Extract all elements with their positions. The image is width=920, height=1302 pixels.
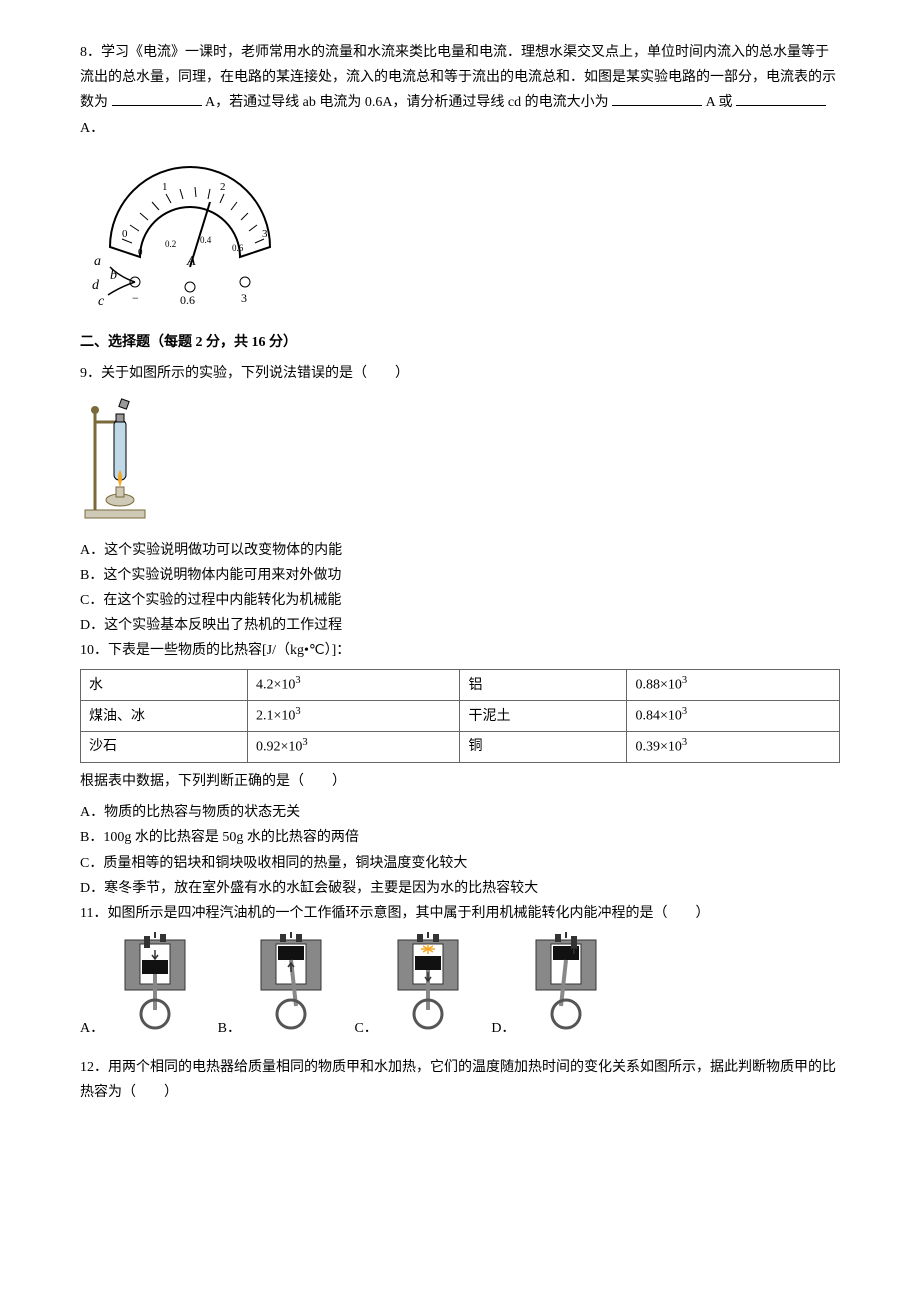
section-2-title: 二、选择题（每题 2 分，共 16 分） bbox=[80, 330, 840, 355]
table-cell: 4.2×103 bbox=[247, 670, 460, 701]
table-cell: 0.92×103 bbox=[247, 732, 460, 763]
q8-text-c: A 或 bbox=[706, 95, 733, 110]
q8-stem: 8．学习《电流》一课时，老师常用水的流量和水流来类比电量和电流．理想水渠交叉点上… bbox=[80, 40, 840, 141]
q10-stem2: 根据表中数据，下列判断正确的是（ ） bbox=[80, 769, 840, 794]
q8-text-d: A． bbox=[80, 121, 104, 136]
svg-text:3: 3 bbox=[262, 228, 268, 240]
q9-opt-b[interactable]: B．这个实验说明物体内能可用来对外做功 bbox=[80, 563, 840, 588]
table-cell: 铝 bbox=[460, 670, 627, 701]
q9-stem: 9．关于如图所示的实验，下列说法错误的是（ ） bbox=[80, 361, 840, 386]
engine-icon-b bbox=[246, 932, 336, 1032]
table-cell: 干泥土 bbox=[460, 701, 627, 732]
q9-opt-d[interactable]: D．这个实验基本反映出了热机的工作过程 bbox=[80, 613, 840, 638]
q10-opt-d[interactable]: D．寒冬季节，放在室外盛有水的水缸会破裂，主要是因为水的比热容较大 bbox=[80, 876, 840, 901]
svg-text:A: A bbox=[186, 254, 196, 269]
engine-icon-d bbox=[521, 932, 611, 1032]
svg-text:1: 1 bbox=[162, 181, 168, 193]
svg-text:0: 0 bbox=[122, 228, 128, 240]
q10-stem: 10．下表是一些物质的比热容[J/（kg•℃）]： bbox=[80, 638, 840, 663]
q10-options: A．物质的比热容与物质的状态无关 B．100g 水的比热容是 50g 水的比热容… bbox=[80, 800, 840, 901]
q8-blank-3[interactable] bbox=[736, 91, 826, 106]
q9-opt-a[interactable]: A．这个实验说明做功可以改变物体的内能 bbox=[80, 538, 840, 563]
table-cell: 0.84×103 bbox=[627, 701, 840, 732]
q9-options: A．这个实验说明做功可以改变物体的内能 B．这个实验说明物体内能可用来对外做功 … bbox=[80, 538, 840, 639]
q10-table: 水4.2×103铝0.88×103 煤油、冰2.1×103干泥土0.84×103 沙… bbox=[80, 669, 840, 763]
q11-options: A． B． C． bbox=[80, 932, 840, 1041]
table-cell: 煤油、冰 bbox=[81, 701, 248, 732]
ammeter-icon: 0 1 2 3 0 0.2 0.4 0.6 A − 0.6 3 a b d c bbox=[92, 167, 270, 307]
q8-blank-2[interactable] bbox=[612, 91, 702, 106]
table-cell: 0.88×103 bbox=[627, 670, 840, 701]
table-cell: 0.39×103 bbox=[627, 732, 840, 763]
q9-figure bbox=[80, 392, 840, 531]
ammeter-figure: 0 1 2 3 0 0.2 0.4 0.6 A − 0.6 3 a b d c bbox=[80, 147, 840, 316]
svg-text:d: d bbox=[92, 278, 100, 293]
q12-stem: 12．用两个相同的电热器给质量相同的物质甲和水加热，它们的温度随加热时间的变化关… bbox=[80, 1055, 840, 1105]
q8-text-b: A，若通过导线 ab 电流为 0.6A，请分析通过导线 cd 的电流大小为 bbox=[205, 95, 609, 110]
q8-blank-1[interactable] bbox=[112, 91, 202, 106]
svg-text:a: a bbox=[94, 254, 101, 269]
q11-stem: 11．如图所示是四冲程汽油机的一个工作循环示意图，其中属于利用机械能转化内能冲程… bbox=[80, 901, 840, 926]
svg-text:0: 0 bbox=[138, 247, 143, 257]
q11-opt-a[interactable]: A． bbox=[80, 932, 200, 1041]
q10-opt-b[interactable]: B．100g 水的比热容是 50g 水的比热容的两倍 bbox=[80, 825, 840, 850]
table-cell: 2.1×103 bbox=[247, 701, 460, 732]
table-cell: 水 bbox=[81, 670, 248, 701]
table-cell: 铜 bbox=[460, 732, 627, 763]
q10-opt-a[interactable]: A．物质的比热容与物质的状态无关 bbox=[80, 800, 840, 825]
svg-text:0.4: 0.4 bbox=[200, 235, 212, 245]
q11-opt-c[interactable]: C． bbox=[354, 932, 473, 1041]
q11-opt-b[interactable]: B． bbox=[218, 932, 337, 1041]
svg-text:0.6: 0.6 bbox=[232, 243, 244, 253]
svg-text:0.2: 0.2 bbox=[165, 239, 176, 249]
q9-opt-c[interactable]: C．在这个实验的过程中内能转化为机械能 bbox=[80, 588, 840, 613]
svg-text:0.6: 0.6 bbox=[180, 293, 195, 307]
svg-text:3: 3 bbox=[241, 291, 247, 305]
svg-text:−: − bbox=[132, 291, 139, 305]
engine-icon-c bbox=[383, 932, 473, 1032]
table-cell: 沙石 bbox=[81, 732, 248, 763]
q11-opt-d[interactable]: D． bbox=[491, 932, 611, 1041]
svg-text:c: c bbox=[98, 294, 105, 307]
q10-opt-c[interactable]: C．质量相等的铝块和铜块吸收相同的热量，铜块温度变化较大 bbox=[80, 851, 840, 876]
engine-icon-a bbox=[110, 932, 200, 1032]
svg-text:b: b bbox=[110, 268, 117, 283]
svg-text:2: 2 bbox=[220, 181, 226, 193]
